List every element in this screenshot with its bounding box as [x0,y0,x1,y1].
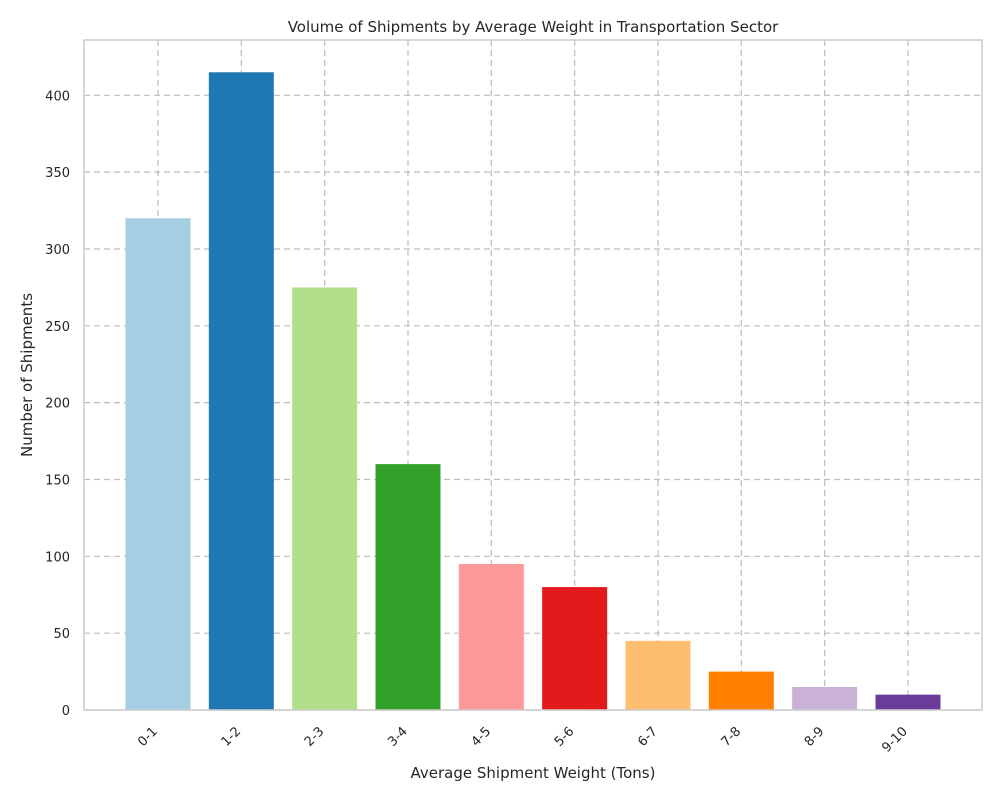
y-tick-label: 100 [45,550,70,565]
bar [875,694,941,710]
y-tick-label: 50 [53,627,70,642]
bar [292,287,358,710]
y-tick-labels: 0 50 100 150 200 250 300 350 400 [45,89,70,719]
x-tick-labels: 0-1 1-2 2-3 3-4 4-5 5-6 6-7 7-8 8-9 9-10 [135,724,911,755]
y-tick-label: 250 [45,320,70,335]
x-tick-label: 6-7 [635,724,661,750]
bar [208,72,274,711]
bar [458,564,524,710]
bar [542,587,608,710]
x-tick-label: 2-3 [302,724,328,750]
y-axis-label: Number of Shipments [18,293,36,457]
bar [125,218,191,710]
chart-title: Volume of Shipments by Average Weight in… [288,18,779,36]
x-tick-label: 3-4 [385,724,411,750]
x-tick-label: 4-5 [469,724,495,750]
y-tick-label: 150 [45,473,70,488]
x-tick-label: 8-9 [802,724,828,750]
bar [708,671,774,710]
bar [792,686,858,710]
x-axis-label: Average Shipment Weight (Tons) [411,764,656,782]
y-tick-label: 0 [62,704,70,719]
x-tick-label: 0-1 [135,724,161,750]
plot-frame [83,39,983,711]
x-tick-label: 5-6 [552,724,578,750]
x-tick-label: 7-8 [719,724,745,750]
y-tick-label: 200 [45,397,70,412]
bar [625,640,691,710]
x-tick-label: 1-2 [219,724,245,750]
y-tick-label: 350 [45,166,70,181]
bars-layer [125,72,941,711]
y-tick-label: 400 [45,89,70,104]
x-tick-label: 9-10 [879,724,910,755]
bar [375,464,441,710]
y-tick-label: 300 [45,243,70,258]
